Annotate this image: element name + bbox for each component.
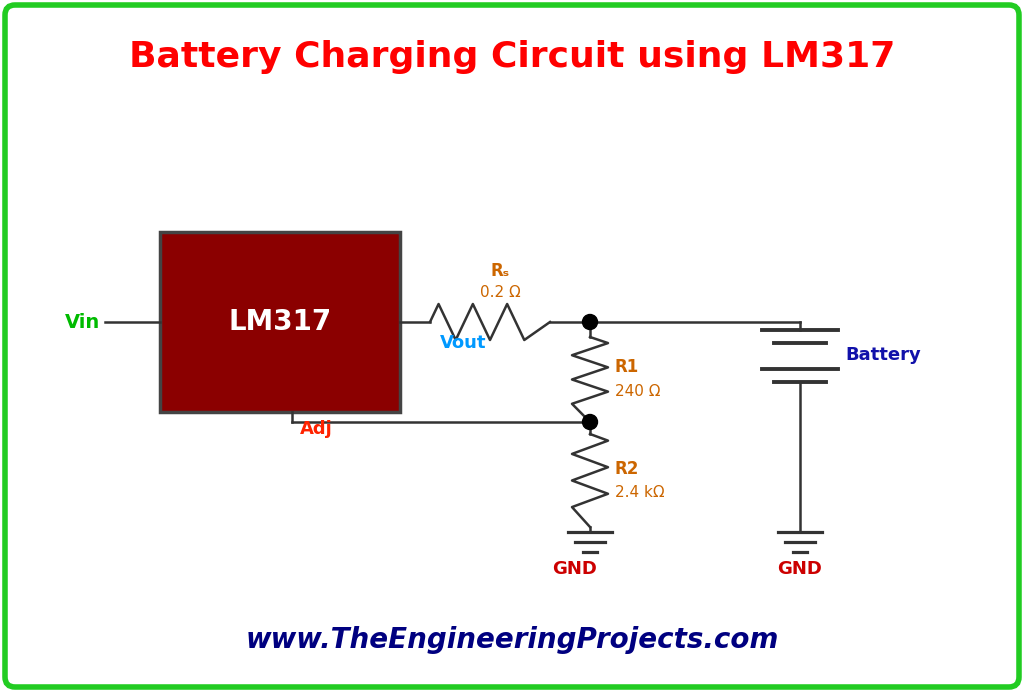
- Text: R1: R1: [615, 358, 639, 376]
- Text: 0.2 Ω: 0.2 Ω: [479, 285, 520, 300]
- Text: LM317: LM317: [228, 308, 332, 336]
- Text: GND: GND: [777, 560, 822, 578]
- Text: www.TheEngineeringProjects.com: www.TheEngineeringProjects.com: [246, 626, 778, 654]
- FancyBboxPatch shape: [5, 5, 1019, 687]
- Text: Adj: Adj: [300, 420, 333, 438]
- Circle shape: [583, 415, 597, 430]
- Text: Battery: Battery: [845, 346, 921, 364]
- Text: Vin: Vin: [65, 313, 100, 331]
- Text: Battery Charging Circuit using LM317: Battery Charging Circuit using LM317: [129, 40, 895, 74]
- Circle shape: [583, 314, 597, 329]
- Text: 240 Ω: 240 Ω: [615, 384, 660, 399]
- Text: Rₛ: Rₛ: [490, 262, 510, 280]
- Text: R2: R2: [615, 459, 639, 477]
- Text: Vout: Vout: [440, 334, 486, 352]
- Text: 2.4 kΩ: 2.4 kΩ: [615, 485, 665, 500]
- Text: GND: GND: [553, 560, 597, 578]
- Bar: [160, 232, 400, 412]
